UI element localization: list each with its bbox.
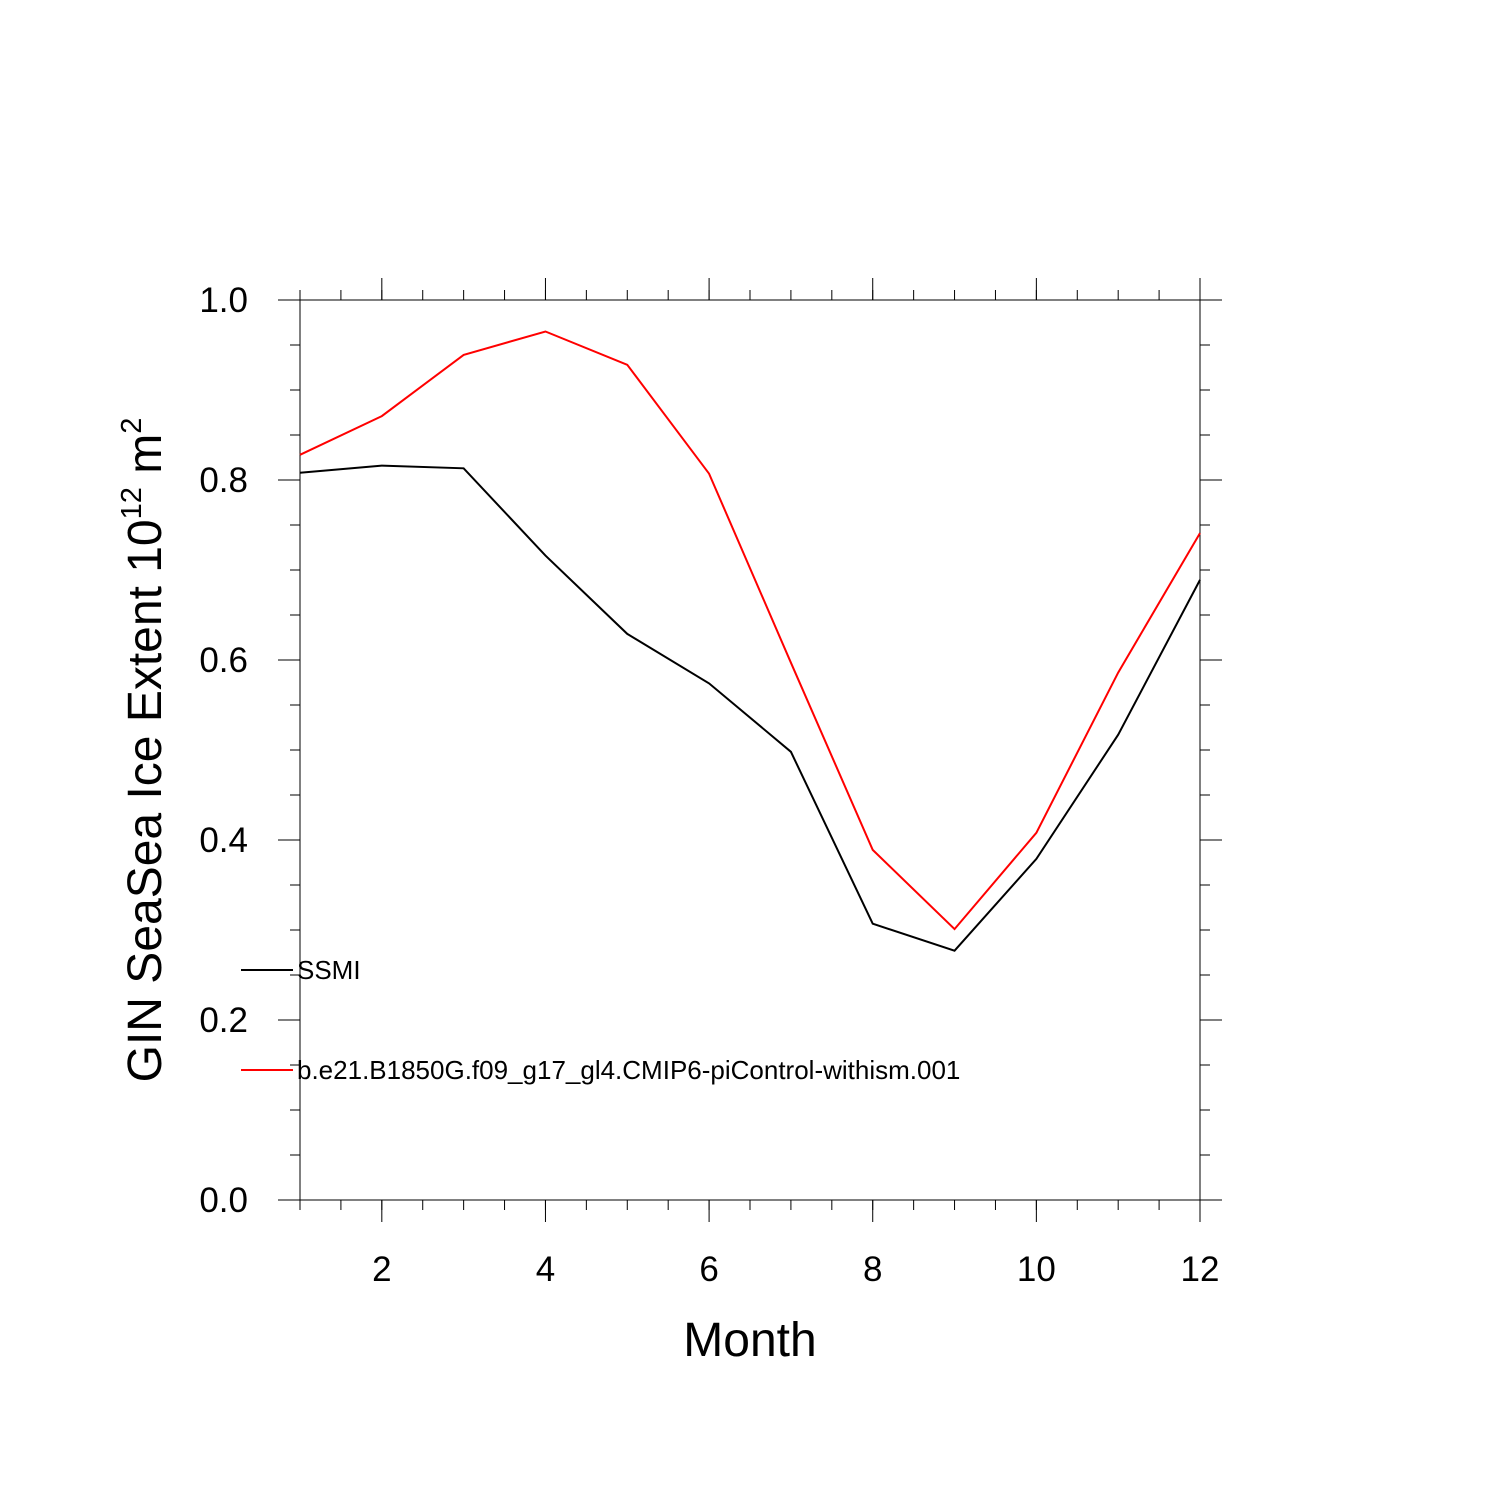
y-axis-title-main: GIN SeaSea Ice Extent 10 [119, 519, 172, 1082]
series-lines [299, 330, 1201, 952]
y-axis-title-unit-exponent: 2 [116, 418, 148, 434]
plot-frame [299, 299, 1201, 1201]
x-tick-label: 10 [1017, 1250, 1056, 1289]
legend-label-1: SSMI [297, 955, 361, 985]
y-tick-label: 0.0 [199, 1181, 248, 1220]
y-tick-label: 0.8 [199, 461, 248, 500]
y-tick-label: 1.0 [199, 281, 248, 320]
series-line-1 [299, 464, 1201, 952]
x-tick-labels: 2 4 6 8 10 12 [372, 1250, 1219, 1289]
series-line-2 [299, 330, 1201, 931]
y-axis-title-unit: m [119, 434, 172, 487]
x-tick-label: 2 [372, 1250, 391, 1289]
legend-label-2: b.e21.B1850G.f09_g17_gl4.CMIP6-piControl… [297, 1055, 960, 1085]
legend: SSMI b.e21.B1850G.f09_g17_gl4.CMIP6-piCon… [241, 955, 960, 1085]
x-tick-label: 8 [863, 1250, 882, 1289]
y-tick-labels: 0.0 0.2 0.4 0.6 0.8 1.0 [199, 281, 248, 1220]
x-tick-label: 12 [1181, 1250, 1220, 1289]
y-tick-label: 0.2 [199, 1001, 248, 1040]
y-tick-label: 0.6 [199, 641, 248, 680]
y-axis-title-group: GIN SeaSea Ice Extent 1012 m2 [116, 418, 172, 1083]
major-ticks [278, 278, 1222, 1222]
x-tick-label: 4 [536, 1250, 555, 1289]
y-tick-label: 0.4 [199, 821, 248, 860]
x-axis-title: Month [683, 1314, 816, 1367]
y-axis-title: GIN SeaSea Ice Extent 1012 m2 [116, 418, 172, 1083]
x-tick-label: 6 [699, 1250, 718, 1289]
y-axis-title-exponent: 12 [116, 487, 148, 519]
